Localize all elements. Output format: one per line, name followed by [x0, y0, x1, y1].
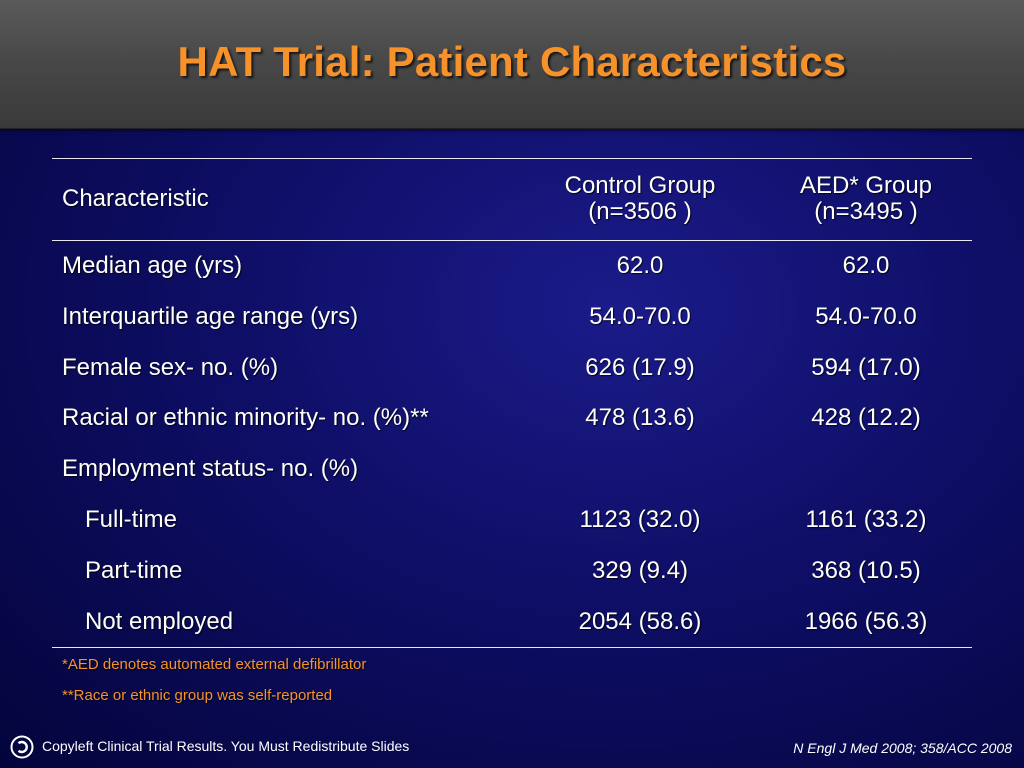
row-aed-part-time: 368 (10.5) — [811, 557, 921, 584]
row-label-iqr-age: Interquartile age range (yrs) — [62, 303, 359, 330]
table-bottom-rule — [52, 647, 972, 648]
slide-title: HAT Trial: Patient Characteristics — [177, 38, 847, 85]
header-control-n: (n=3506 ) — [588, 198, 692, 225]
header-characteristic: Characteristic — [62, 185, 209, 212]
row-control-not-employed: 2054 (58.6) — [578, 608, 702, 635]
row-label-not-employed: Not employed — [85, 608, 234, 635]
footnote-aed: *AED denotes automated external defibril… — [62, 656, 367, 673]
header-aed-label: AED* Group — [799, 172, 933, 199]
row-aed-minority: 428 (12.2) — [811, 404, 921, 431]
row-label-median-age: Median age (yrs) — [62, 252, 243, 279]
row-control-iqr-age: 54.0-70.0 — [589, 303, 691, 330]
row-aed-median-age: 62.0 — [842, 252, 890, 279]
row-control-part-time: 329 (9.4) — [591, 557, 689, 584]
table-header-rule — [52, 240, 972, 241]
footer-copyleft-text: Copyleft Clinical Trial Results. You Mus… — [42, 738, 410, 754]
row-aed-full-time: 1161 (33.2) — [805, 506, 927, 533]
footnote-race: **Race or ethnic group was self-reported — [62, 687, 333, 704]
row-control-female-sex: 626 (17.9) — [585, 354, 695, 381]
row-aed-iqr-age: 54.0-70.0 — [815, 303, 917, 330]
title-bar: HAT Trial: Patient Characteristics — [0, 0, 1024, 129]
header-aed-n: (n=3495 ) — [814, 198, 918, 225]
header-control-group: Control Group (n=3506 ) — [530, 173, 750, 225]
header-aed-group: AED* Group (n=3495 ) — [756, 173, 976, 225]
copyleft-icon — [10, 735, 34, 759]
row-control-full-time: 1123 (32.0) — [579, 506, 701, 533]
row-label-part-time: Part-time — [85, 557, 183, 584]
table-top-rule — [52, 158, 972, 159]
row-control-minority: 478 (13.6) — [585, 404, 695, 431]
row-label-employment: Employment status- no. (%) — [62, 455, 359, 482]
row-control-median-age: 62.0 — [616, 252, 664, 279]
footer-citation: N Engl J Med 2008; 358/ACC 2008 — [793, 740, 1012, 756]
row-aed-female-sex: 594 (17.0) — [811, 354, 921, 381]
row-label-minority: Racial or ethnic minority- no. (%)** — [62, 404, 429, 431]
header-control-label: Control Group — [564, 172, 716, 199]
row-aed-not-employed: 1966 (56.3) — [804, 608, 928, 635]
row-label-female-sex: Female sex- no. (%) — [62, 354, 279, 381]
row-label-full-time: Full-time — [85, 506, 178, 533]
